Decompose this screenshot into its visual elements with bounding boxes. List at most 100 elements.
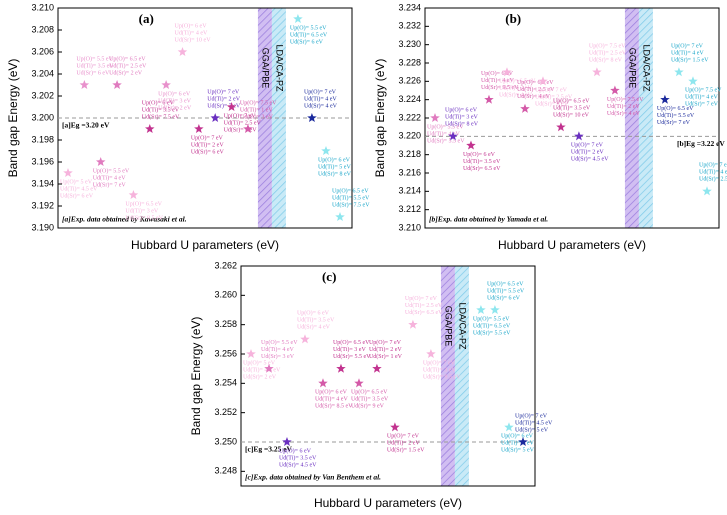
y-tick-label: 3.254 xyxy=(214,378,237,388)
star-marker xyxy=(592,67,602,77)
band xyxy=(638,8,653,228)
point-label: Ud(Sr)= 7 eV xyxy=(657,119,691,126)
star-marker xyxy=(335,212,345,221)
point-label: Ud(Sr)= 5.5 eV xyxy=(473,329,511,336)
point-label: Up(O)= 7 eV xyxy=(423,359,456,366)
point-label: Up(O)= 7.5 eV xyxy=(607,96,644,103)
point-label: Ud(Sr)= 10 eV xyxy=(174,36,211,43)
point-label: Ud(Sr)= 5 eV xyxy=(515,426,549,433)
y-tick-label: 3.190 xyxy=(31,222,54,232)
star-marker xyxy=(448,131,458,141)
y-tick-label: 3.212 xyxy=(398,204,421,214)
point-label: Up(O)= 7 eV xyxy=(387,433,420,440)
point-label: Ud(Ti)= 4 eV xyxy=(174,29,207,36)
star-marker xyxy=(372,363,382,373)
star-marker xyxy=(702,186,712,196)
point-label: Ud(Ti)= 4 eV xyxy=(261,346,294,353)
y-tick-label: 3.198 xyxy=(31,134,54,144)
point-label: Ud(Ti)= 5.5 eV xyxy=(657,112,695,119)
star-marker xyxy=(408,319,418,329)
point-label: Up(O)= 6.5 eV xyxy=(125,200,162,207)
point-label: Ud(Ti)= 4.5 eV xyxy=(60,185,98,192)
point-label: Up(O)= 6 eV xyxy=(174,22,207,29)
star-marker xyxy=(476,305,486,314)
point-label: Ud(Sr)= 1.5 eV xyxy=(387,447,425,454)
point-label: Ud(Sr)= 6 eV xyxy=(487,294,521,301)
y-tick-label: 3.232 xyxy=(398,21,421,31)
point-label: Ud(Ti)= 3.5 eV xyxy=(351,396,389,403)
star-marker xyxy=(574,131,584,141)
star-marker xyxy=(318,378,328,388)
reference-label: [b]Eg =3.22 eV xyxy=(677,139,725,148)
star-marker xyxy=(688,76,698,86)
y-tick-label: 3.192 xyxy=(31,200,54,210)
point-label: Up(O)= 7 eV xyxy=(671,43,704,50)
point-label: Ud(Ti)= 2.5 eV xyxy=(589,50,627,57)
point-label: Ud(Ti)= 3 eV xyxy=(158,97,191,104)
y-tick-label: 3.220 xyxy=(398,131,421,141)
y-tick-label: 3.204 xyxy=(31,68,54,78)
x-axis-label: Hubbard U parameters (eV) xyxy=(498,238,646,252)
star-marker xyxy=(426,349,436,358)
point-label: Up(O)= 6 eV xyxy=(481,70,514,77)
star-marker xyxy=(321,146,331,155)
point-label: Ud(Ti)= 6.5 eV xyxy=(473,322,511,329)
point-label: Ud(Ti)= 3 eV xyxy=(125,207,158,214)
point-label: Up(O)= 7 eV xyxy=(304,88,337,95)
band xyxy=(624,8,639,228)
point-label: Up(O)= 6.5 eV xyxy=(351,389,388,396)
star-marker xyxy=(336,363,346,373)
point-label: Up(O)= 6.5 eV xyxy=(657,105,694,112)
point-label: Ud(Sr)= 4 eV xyxy=(297,324,331,331)
star-marker xyxy=(96,157,106,166)
y-axis-label: Band gap Energy (eV) xyxy=(373,59,387,178)
y-tick-label: 3.224 xyxy=(398,94,421,104)
point-label: Up(O)= 6 eV xyxy=(142,99,175,106)
point-label: Ud(Ti)= 3 eV xyxy=(333,346,366,353)
y-tick-label: 3.230 xyxy=(398,39,421,49)
band xyxy=(454,266,469,486)
point-label: Ud(Ti)= 4 eV xyxy=(304,95,337,102)
plot-frame xyxy=(240,265,536,487)
point-label: Up(O)= 6 eV xyxy=(158,90,191,97)
y-tick-label: 3.194 xyxy=(31,178,54,188)
star-marker xyxy=(538,76,548,86)
point-label: Ud(Sr)= 10 eV xyxy=(553,112,590,119)
band-label: GGA/PBE xyxy=(444,306,454,347)
star-marker xyxy=(282,437,292,446)
star-marker xyxy=(194,124,204,133)
star-marker xyxy=(177,47,188,56)
point-label: Ud(Ti)= 3.5 eV xyxy=(76,62,114,69)
point-label: Ud(Ti)= 3.5 eV xyxy=(297,317,335,324)
y-tick-label: 3.228 xyxy=(398,57,421,67)
y-axis-label: Band gap Energy (eV) xyxy=(189,317,203,436)
point-label: Up(O)= 5.5 eV xyxy=(290,24,327,31)
y-tick-label: 3.208 xyxy=(31,24,54,34)
point-label: Ud(Ti)= 4 eV xyxy=(671,50,704,57)
star-marker xyxy=(246,349,256,358)
point-label: Ud(Sr)= 6.5 eV xyxy=(463,165,501,172)
star-marker xyxy=(112,80,122,89)
point-label: Ud(Sr)= 9 eV xyxy=(224,126,258,133)
point-label: Ud(Ti)= 4.5 eV xyxy=(515,419,553,426)
star-marker xyxy=(161,80,171,89)
point-label: Ud(Sr)= 9.5 eV xyxy=(423,373,461,380)
star-marker xyxy=(556,122,566,132)
point-label: Up(O)= 7 eV xyxy=(405,295,438,302)
point-label: Ud(Sr)= 4 eV xyxy=(517,93,551,100)
star-marker xyxy=(490,305,500,314)
point-label: Ud(Sr)= 2 eV xyxy=(158,104,192,111)
point-label: Ud(Sr)= 8.5 eV xyxy=(315,403,353,410)
star-marker xyxy=(264,363,274,373)
point-label: Ud(Sr)= 8 eV xyxy=(589,57,623,64)
note: [a]Exp. data obtained by Kawasaki et al. xyxy=(62,215,187,224)
point-label: Up(O)= 6 eV xyxy=(297,310,330,317)
y-tick-label: 3.214 xyxy=(398,186,421,196)
point-label: Up(O)= 7 eV xyxy=(699,162,727,169)
point-label: Ud(Sr)= 8 eV xyxy=(318,170,352,177)
point-label: Ud(Ti)= 2.5 eV xyxy=(109,62,147,69)
star-marker xyxy=(674,67,684,77)
point-label: Ud(Sr)= 5.5 eV xyxy=(333,353,371,360)
y-tick-label: 3.234 xyxy=(398,2,421,12)
point-label: Ud(Sr)= 6 eV xyxy=(290,38,324,45)
